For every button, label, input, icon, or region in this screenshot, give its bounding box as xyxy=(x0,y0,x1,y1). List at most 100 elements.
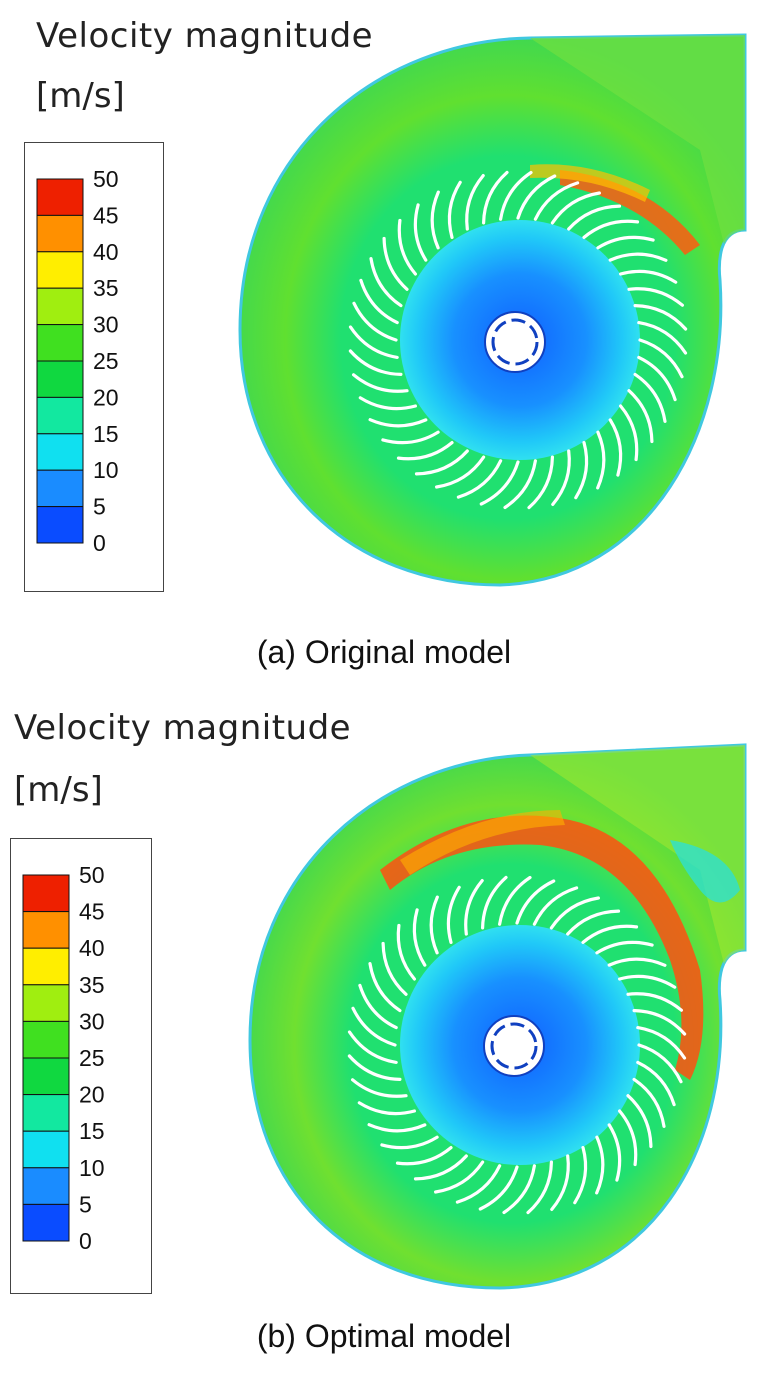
caption: (b) Optimal model xyxy=(256,1318,512,1354)
impeller-blade xyxy=(367,1123,427,1133)
impeller-blade xyxy=(435,455,486,489)
impeller-blade xyxy=(352,301,398,342)
impeller-blade xyxy=(550,191,601,225)
impeller-blade xyxy=(368,418,428,428)
impeller-blade xyxy=(533,181,580,221)
impeller-blade xyxy=(429,895,439,955)
impeller-blade xyxy=(626,1094,653,1149)
impeller-blade xyxy=(636,1026,687,1060)
legend-color-band xyxy=(22,1020,70,1059)
legend-tick-label: 5 xyxy=(79,1191,92,1217)
impeller-blade xyxy=(447,180,462,239)
legend-tick-label: 40 xyxy=(79,935,105,961)
legend-tick-label: 10 xyxy=(93,457,119,483)
legend-tick-label: 0 xyxy=(93,530,106,556)
impeller-blade xyxy=(607,1123,622,1182)
legend-color-band xyxy=(36,178,84,216)
legend-color-band xyxy=(36,214,84,253)
shaft-icon xyxy=(491,318,539,366)
legend-unit: [m/s] xyxy=(36,76,125,116)
panel-original: Velocity magnitude [m/s] 50 45 40 35 30 25 20 1… xyxy=(24,16,747,670)
legend-tick-label: 30 xyxy=(79,1008,105,1034)
legend-tick-label: 50 xyxy=(93,166,119,192)
legend-color-band xyxy=(36,396,84,435)
impeller-blade xyxy=(358,396,417,411)
legend-tick-label: 35 xyxy=(93,275,119,301)
impeller-blade xyxy=(347,1054,402,1081)
legend-tick-label: 5 xyxy=(93,494,106,520)
impeller-blade xyxy=(633,372,667,423)
outlet-duct xyxy=(530,745,745,964)
legend-color-band xyxy=(22,1130,70,1169)
impeller-blade xyxy=(348,349,403,376)
legend-tick-label: 10 xyxy=(79,1155,105,1181)
impeller-blade xyxy=(395,1146,453,1166)
impeller-blade xyxy=(532,886,579,926)
impeller-blade xyxy=(396,441,454,461)
legend-color-band xyxy=(22,1167,70,1205)
impeller-blade xyxy=(607,957,667,967)
legend-color-band xyxy=(36,251,84,289)
impeller-blade xyxy=(551,449,571,506)
impeller-blade xyxy=(581,924,639,944)
impeller-blade xyxy=(352,373,409,393)
legend-box: 50 45 40 35 30 25 20 15 10 5 0 xyxy=(10,838,152,1294)
impeller-blade xyxy=(359,278,399,325)
velocity-contour-optimal xyxy=(248,743,747,1290)
impeller-blade xyxy=(619,404,639,462)
impeller-blade xyxy=(446,885,461,944)
impeller-blade xyxy=(478,1165,519,1211)
outlet-duct xyxy=(530,35,745,244)
impeller-blade xyxy=(633,304,688,331)
impeller-blade xyxy=(595,1135,605,1195)
legend-color-band xyxy=(22,1203,70,1242)
legend-tick-label: 30 xyxy=(93,312,119,338)
legend-tick-label: 40 xyxy=(93,239,119,265)
high-velocity-region xyxy=(560,170,700,255)
impeller-blade xyxy=(434,1160,485,1194)
impeller-blade xyxy=(397,218,417,276)
impeller-blade xyxy=(573,1146,588,1205)
impeller-blade xyxy=(637,355,677,402)
impeller-blade xyxy=(608,418,623,477)
impeller-blade xyxy=(582,219,640,239)
caption: (a) Original model xyxy=(256,634,512,670)
legend-color-band xyxy=(36,324,84,362)
impeller-blade xyxy=(566,909,621,936)
impeller-blade xyxy=(396,923,416,981)
legend-color-band xyxy=(36,506,84,544)
high-velocity-region xyxy=(380,815,704,1080)
impeller-blade xyxy=(455,1164,502,1204)
impeller-blade xyxy=(413,203,428,262)
impeller-blade xyxy=(413,1154,468,1181)
low-velocity-region xyxy=(670,840,740,903)
legend-tick-label: 0 xyxy=(79,1228,92,1254)
impeller-blade xyxy=(627,389,654,444)
impeller-blade xyxy=(632,1009,687,1036)
impeller-blade xyxy=(549,896,600,930)
legend-tick-label: 15 xyxy=(79,1118,105,1144)
legend-color-band xyxy=(22,1094,70,1132)
legend-color-band xyxy=(36,433,84,471)
legend-color-band xyxy=(22,911,70,949)
legend-tick-label: 45 xyxy=(93,202,119,228)
impeller-blade xyxy=(357,1101,416,1116)
legend-color-band xyxy=(22,984,70,1022)
legend-color-band xyxy=(22,874,70,913)
legend-color-band xyxy=(36,287,84,326)
impeller-blade xyxy=(638,338,684,379)
legend-box: 50 45 40 35 30 25 20 15 10 5 0 xyxy=(24,142,164,592)
impeller-blade xyxy=(608,252,668,262)
legend-color-band xyxy=(22,947,70,986)
impeller-blade xyxy=(515,879,556,925)
impeller-blade xyxy=(380,1135,439,1150)
impeller-blade xyxy=(516,174,557,220)
impeller-blade xyxy=(595,940,654,955)
impeller-blade xyxy=(626,992,683,1012)
shaft-icon xyxy=(490,1022,538,1070)
legend-tick-label: 45 xyxy=(79,899,105,925)
legend-tick-label: 15 xyxy=(93,421,119,447)
impeller-blade xyxy=(618,974,677,989)
